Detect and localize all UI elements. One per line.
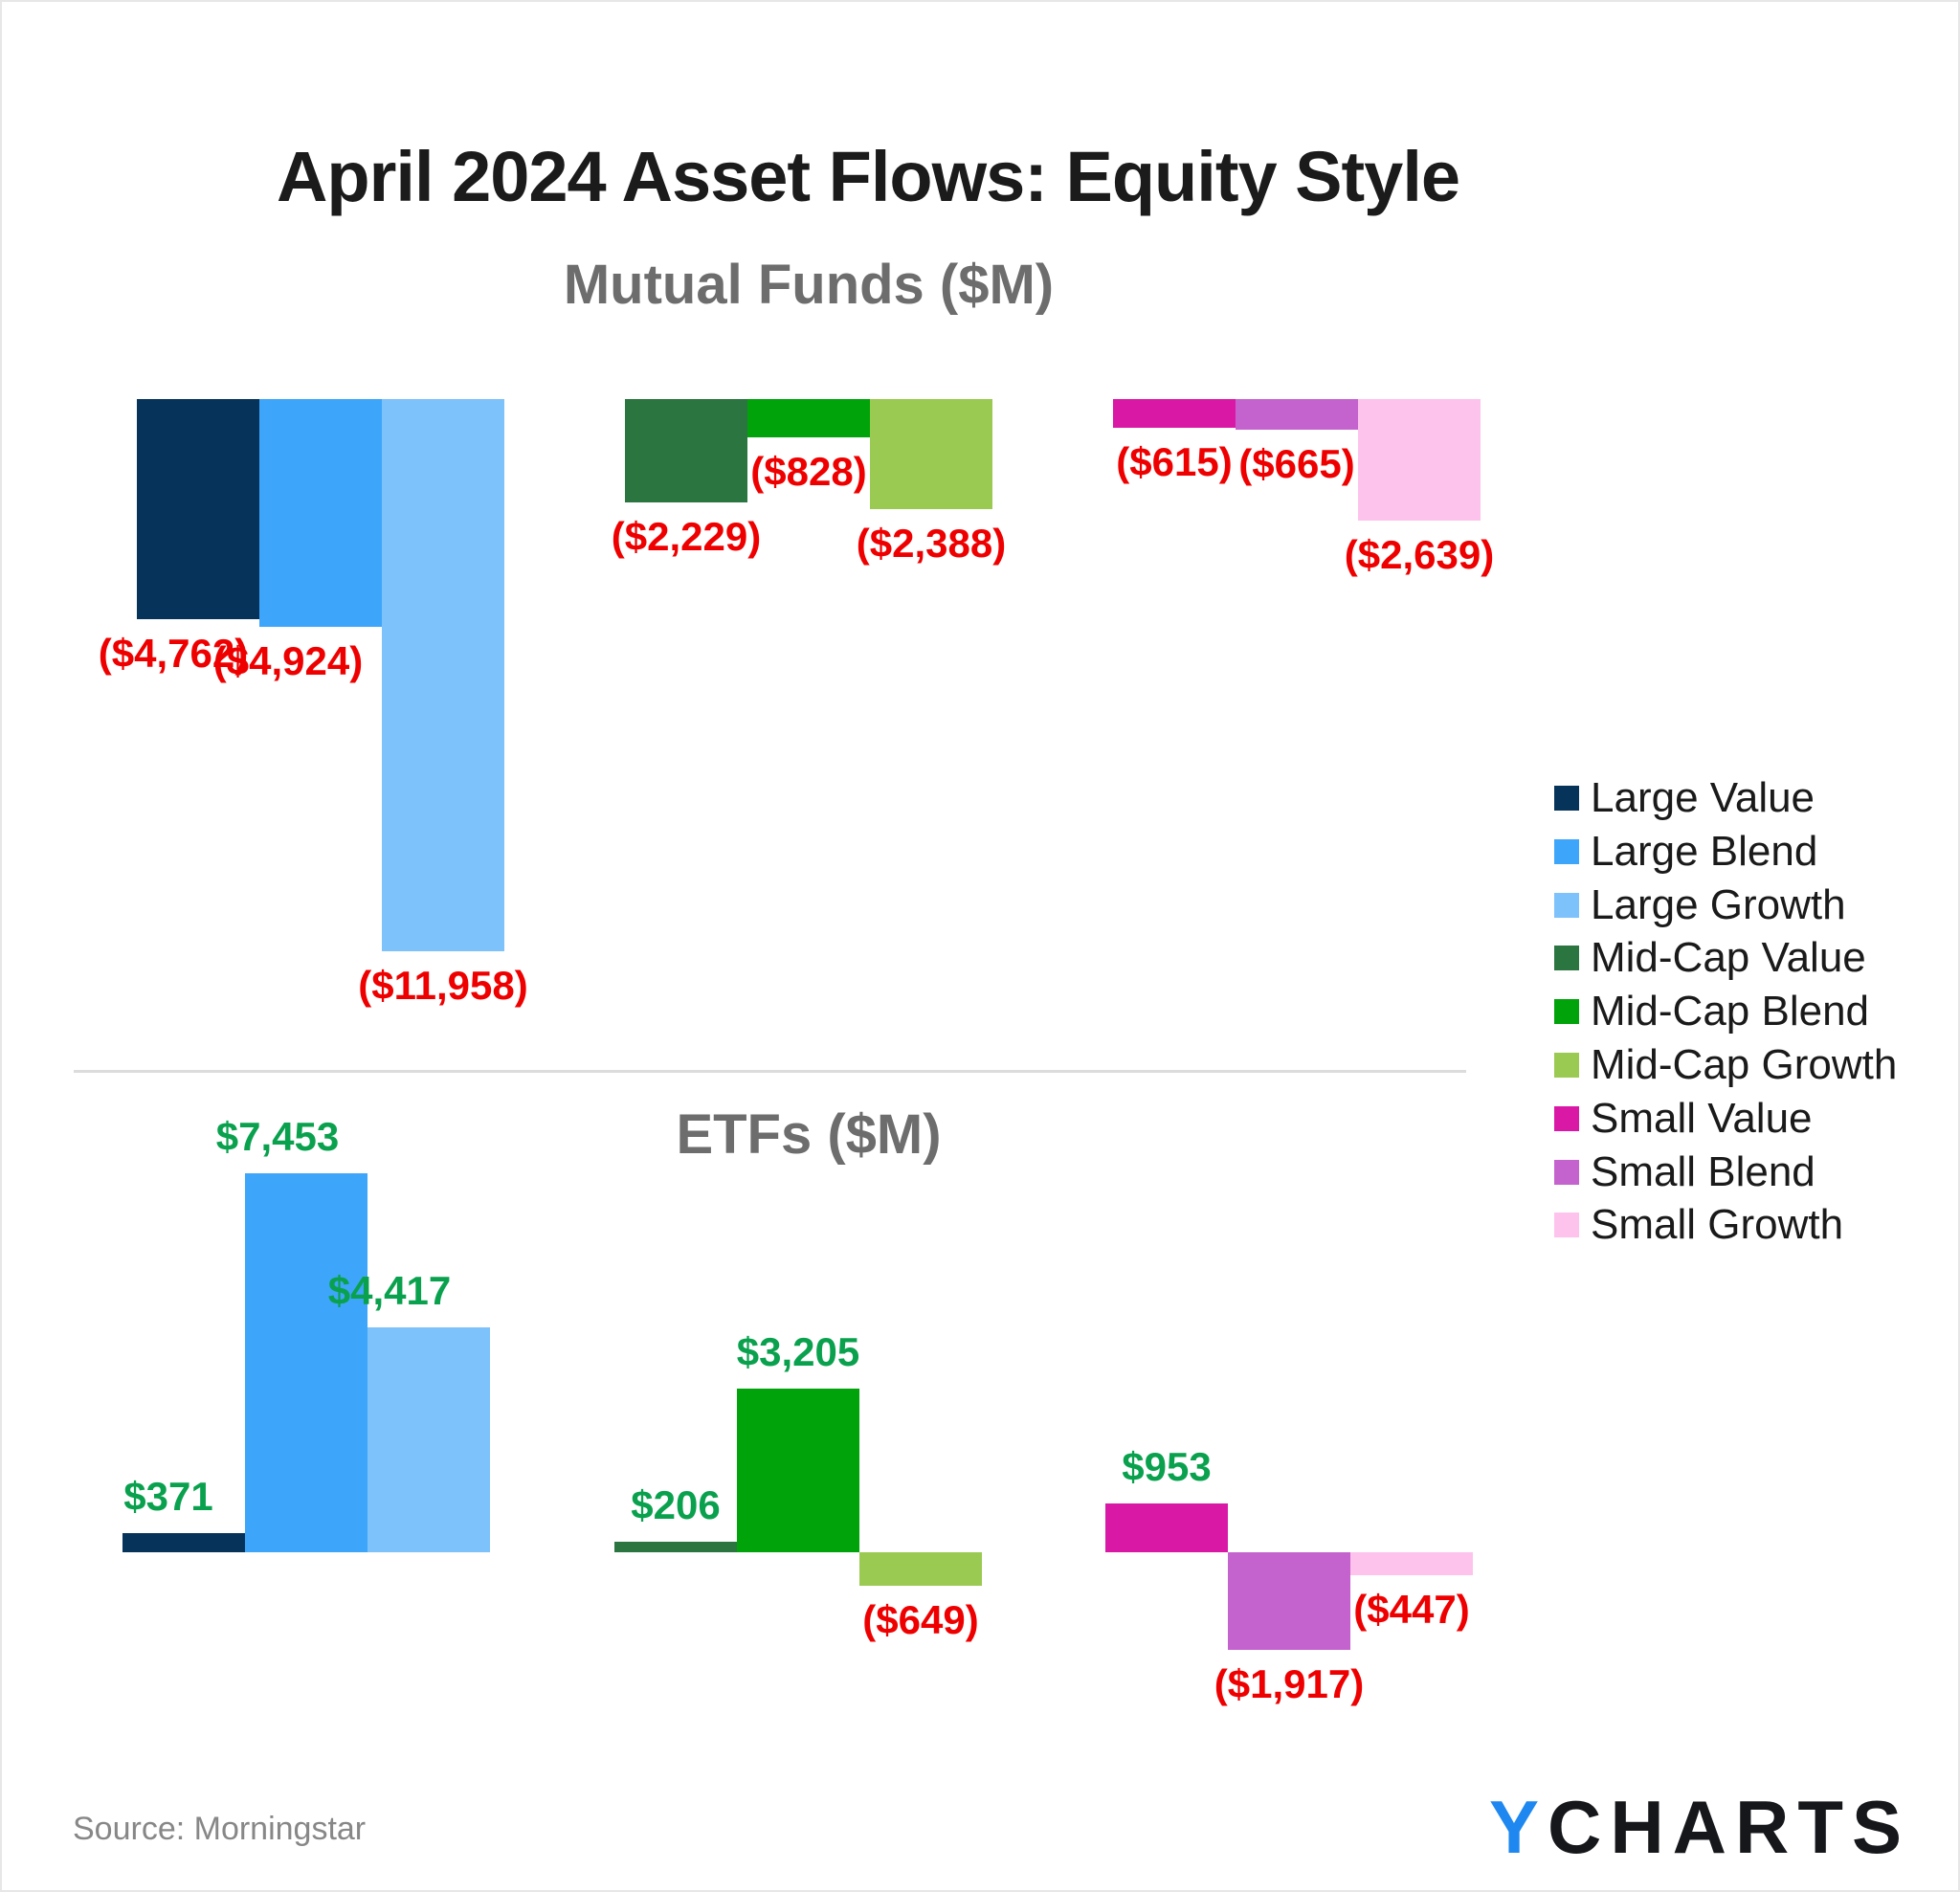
value-label-small-blend: ($665) [1238, 441, 1355, 487]
bar-small-blend [1236, 399, 1358, 431]
legend-swatch-large-blend-icon [1554, 838, 1579, 864]
bar-small-value [1105, 1503, 1228, 1552]
ycharts-logo-text: CHARTS [1548, 1785, 1910, 1869]
bar-mid-cap-growth [870, 399, 992, 510]
legend-swatch-small-growth-icon [1554, 1213, 1579, 1238]
value-label-large-growth: ($11,958) [358, 963, 528, 1009]
value-label-small-growth: ($2,639) [1344, 532, 1495, 578]
mutual-funds-chart-title: Mutual Funds ($M) [563, 254, 1055, 316]
value-label-mid-cap-blend: $3,205 [736, 1329, 860, 1375]
value-label-small-growth: ($447) [1353, 1586, 1470, 1632]
value-label-large-growth: $4,417 [327, 1268, 452, 1314]
value-label-small-value: $953 [1122, 1444, 1212, 1490]
bar-large-blend [259, 399, 382, 627]
bar-small-growth [1350, 1552, 1473, 1575]
legend-item-large-blend: Large Blend [1554, 827, 1817, 877]
bar-mid-cap-blend [737, 1389, 859, 1552]
section-divider [74, 1070, 1466, 1073]
legend-swatch-large-value-icon [1554, 786, 1579, 811]
value-label-large-value: $371 [123, 1474, 213, 1520]
etfs-chart-title: ETFs ($M) [676, 1103, 942, 1166]
value-label-small-blend: ($1,917) [1214, 1660, 1365, 1706]
source-note: Source: Morningstar [73, 1811, 367, 1847]
value-label-large-value: ($4,762) [98, 630, 249, 676]
bar-mid-cap-blend [747, 399, 870, 437]
legend-label-small-value: Small Value [1591, 1094, 1813, 1142]
legend-swatch-mid-cap-blend-icon [1554, 999, 1579, 1025]
legend-label-large-growth: Large Growth [1591, 880, 1846, 928]
bar-mid-cap-growth [859, 1552, 982, 1586]
bar-small-value [1113, 399, 1236, 428]
legend-item-mid-cap-value: Mid-Cap Value [1554, 933, 1866, 983]
legend-label-small-growth: Small Growth [1591, 1201, 1844, 1249]
legend-item-mid-cap-blend: Mid-Cap Blend [1554, 987, 1869, 1036]
ycharts-logo: YCHARTS [1489, 1784, 1910, 1871]
legend-item-small-blend: Small Blend [1554, 1147, 1815, 1197]
bar-mid-cap-value [614, 1542, 737, 1552]
value-label-mid-cap-growth: ($2,388) [856, 521, 1007, 567]
legend-label-mid-cap-growth: Mid-Cap Growth [1591, 1041, 1898, 1088]
value-label-large-blend: $7,453 [215, 1113, 340, 1159]
value-label-mid-cap-growth: ($649) [862, 1596, 979, 1642]
legend-item-mid-cap-growth: Mid-Cap Growth [1554, 1040, 1897, 1090]
value-label-large-blend: ($4,924) [212, 637, 364, 683]
legend-label-large-blend: Large Blend [1591, 827, 1818, 875]
bar-large-growth [368, 1327, 490, 1552]
legend-label-mid-cap-value: Mid-Cap Value [1591, 934, 1866, 982]
bar-small-blend [1228, 1552, 1350, 1650]
legend-item-large-value: Large Value [1554, 773, 1815, 823]
legend-swatch-large-growth-icon [1554, 892, 1579, 918]
bar-large-value [122, 1533, 245, 1552]
legend-label-large-value: Large Value [1591, 774, 1815, 821]
legend-item-small-growth: Small Growth [1554, 1200, 1843, 1250]
legend-label-small-blend: Small Blend [1591, 1147, 1815, 1195]
value-label-mid-cap-blend: ($828) [750, 448, 867, 494]
legend-swatch-mid-cap-value-icon [1554, 946, 1579, 971]
value-label-mid-cap-value: $206 [631, 1482, 721, 1528]
legend-label-mid-cap-blend: Mid-Cap Blend [1591, 988, 1870, 1035]
page-title: April 2024 Asset Flows: Equity Style [276, 137, 1460, 216]
value-label-mid-cap-value: ($2,229) [611, 513, 762, 559]
value-label-small-value: ($615) [1116, 438, 1233, 484]
legend-swatch-mid-cap-growth-icon [1554, 1053, 1579, 1078]
legend-item-small-value: Small Value [1554, 1094, 1813, 1144]
bar-mid-cap-value [625, 399, 747, 502]
legend-item-large-growth: Large Growth [1554, 880, 1846, 930]
bar-large-growth [382, 399, 504, 952]
bar-large-value [137, 399, 259, 619]
ycharts-logo-y-icon: Y [1488, 1785, 1548, 1869]
legend-swatch-small-blend-icon [1554, 1159, 1579, 1185]
bar-large-blend [245, 1172, 368, 1552]
legend-swatch-small-value-icon [1554, 1105, 1579, 1131]
bar-small-growth [1358, 399, 1481, 522]
